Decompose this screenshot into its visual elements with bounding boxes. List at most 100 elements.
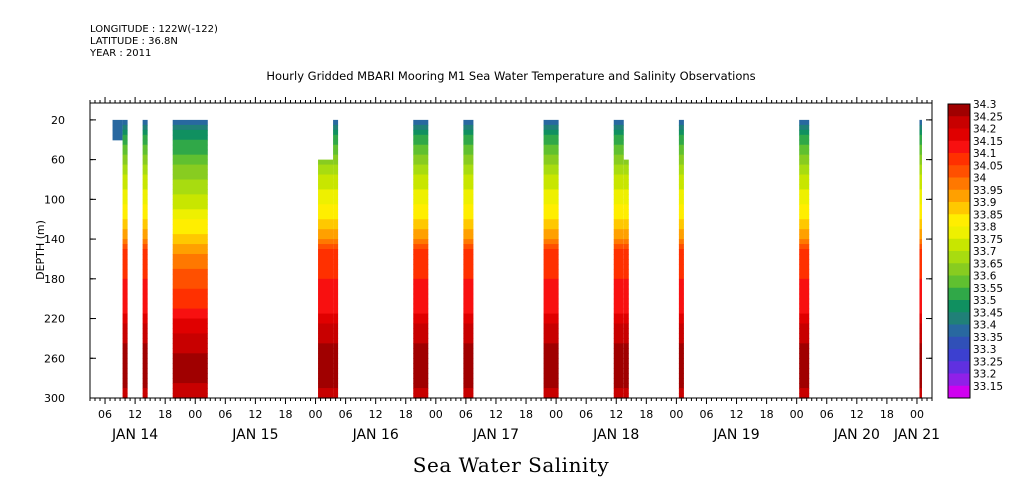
salinity-cell [142,179,148,186]
salinity-cell [463,323,474,330]
salinity-cell [613,249,624,255]
salinity-cell [172,164,208,171]
salinity-cell [919,378,922,384]
salinity-cell [919,353,922,359]
x-hour-label: 06 [339,408,353,421]
salinity-cell [172,328,208,335]
salinity-cell [678,124,684,131]
salinity-cell [678,258,684,265]
salinity-cell [122,363,128,369]
salinity-cell [799,343,810,349]
salinity-cell [678,308,684,315]
salinity-cell [919,249,922,255]
salinity-cell [799,154,810,161]
salinity-cell [613,139,624,146]
salinity-cell [172,219,208,225]
salinity-cell [543,149,559,156]
salinity-cell [413,179,429,186]
salinity-cell [413,134,429,141]
salinity-cell [623,219,629,225]
x-hour-label: 12 [730,408,744,421]
colorbar-swatch [948,116,970,129]
salinity-cell [172,134,208,141]
salinity-cell [623,338,629,344]
salinity-cell [122,209,128,215]
salinity-cell [919,229,922,235]
salinity-cell [623,328,629,335]
salinity-cell [799,144,810,151]
salinity-cell [413,353,429,359]
colorbar-swatch [948,165,970,178]
salinity-cell [122,179,128,186]
salinity-cell [318,253,334,260]
salinity-cell [799,219,810,225]
salinity-cell [413,363,429,369]
salinity-cell [142,348,148,354]
salinity-cell [413,194,429,200]
salinity-cell [623,229,629,235]
salinity-cell [463,328,474,335]
salinity-cell [172,154,208,161]
salinity-cell [613,283,624,290]
salinity-cell [172,139,208,146]
salinity-cell [799,333,810,340]
salinity-cell [623,303,629,310]
y-tick-label: 100 [44,193,65,206]
salinity-cell [543,308,559,315]
salinity-cell [413,358,429,364]
salinity-cell [543,253,559,260]
salinity-cell [122,199,128,205]
salinity-cell [413,129,429,136]
salinity-cell [122,239,128,245]
colorbar-swatch [948,177,970,191]
salinity-cell [623,209,629,215]
x-hour-label: 12 [489,408,503,421]
salinity-cell [799,358,810,364]
salinity-cell [799,199,810,205]
salinity-cell [333,119,339,126]
salinity-cell [413,328,429,335]
salinity-cell [613,154,624,161]
salinity-cell [543,328,559,335]
salinity-cell [172,253,208,260]
salinity-cell [613,253,624,260]
salinity-cell [799,363,810,369]
x-hour-label: 06 [820,408,834,421]
salinity-cell [623,159,629,166]
salinity-cell [333,204,339,210]
salinity-cell [122,219,128,225]
salinity-cell [678,194,684,200]
salinity-cell [623,393,629,399]
colorbar-swatch [948,251,970,264]
salinity-cell [463,149,474,156]
colorbar-label: 33.75 [973,234,1003,246]
salinity-cell [318,214,334,220]
salinity-cell [333,258,339,265]
salinity-cell [122,368,128,374]
salinity-cell [122,184,128,191]
observation-column [613,119,624,399]
salinity-cell [122,253,128,260]
salinity-cell [172,169,208,176]
salinity-cell [142,144,148,151]
salinity-cell [318,313,334,320]
colorbar-label: 33.2 [973,369,996,381]
salinity-cell [678,283,684,290]
salinity-cell [799,338,810,344]
salinity-cell [799,348,810,354]
salinity-cell [318,293,334,300]
salinity-cell [463,239,474,245]
salinity-cell [678,328,684,335]
salinity-cell [799,169,810,176]
salinity-cell [413,343,429,349]
salinity-cell [799,159,810,166]
salinity-cell [613,159,624,166]
observation-column [172,119,208,399]
salinity-cell [413,273,429,280]
salinity-cell [333,249,339,255]
salinity-cell [678,139,684,146]
salinity-cell [172,244,208,250]
salinity-cell [919,288,922,295]
salinity-cell [122,249,128,255]
salinity-cell [122,283,128,290]
